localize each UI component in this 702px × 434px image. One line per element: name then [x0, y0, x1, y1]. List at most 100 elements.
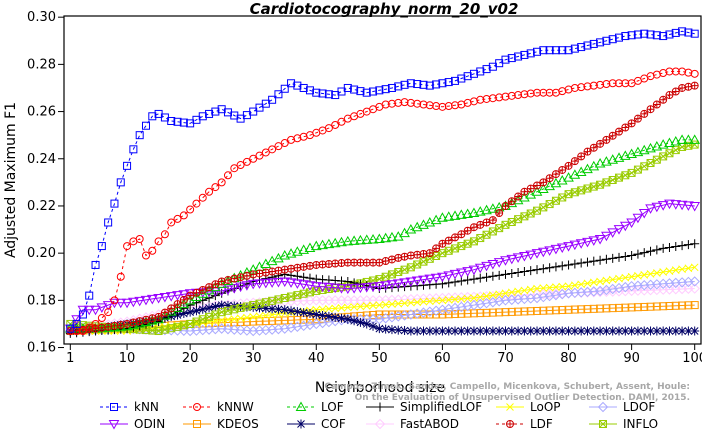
data-point	[349, 278, 359, 288]
data-point	[533, 47, 542, 56]
data-point	[413, 250, 422, 259]
data-point	[615, 79, 624, 88]
data-point	[684, 82, 693, 91]
data-point-box	[684, 141, 693, 150]
data-point-cross	[665, 91, 673, 99]
data-point	[407, 298, 415, 307]
data-point-cross	[546, 174, 554, 182]
data-point	[444, 296, 453, 304]
data-point	[613, 152, 625, 162]
data-point	[627, 251, 637, 261]
data-point	[638, 209, 650, 219]
data-point	[671, 301, 680, 310]
data-point-cross	[445, 237, 453, 245]
data-point	[425, 101, 434, 110]
data-point	[658, 326, 668, 336]
data-point	[583, 41, 592, 50]
data-point	[375, 301, 384, 309]
data-point	[545, 263, 555, 273]
data-point	[343, 276, 353, 286]
data-point	[172, 291, 183, 301]
data-point	[671, 266, 680, 274]
data-point	[678, 27, 687, 36]
data-point-box	[583, 184, 592, 193]
data-point	[570, 326, 580, 336]
data-point	[640, 302, 649, 311]
data-point	[167, 218, 176, 227]
data-point	[482, 292, 491, 300]
data-point	[148, 246, 157, 255]
data-point	[684, 264, 693, 273]
data-point	[134, 296, 146, 307]
data-point	[507, 91, 516, 100]
data-point	[588, 160, 600, 171]
data-point	[393, 325, 403, 335]
data-point	[526, 89, 535, 98]
data-point	[507, 54, 516, 63]
legend-item-loop: LoOP	[496, 400, 561, 414]
data-point-cross	[489, 216, 497, 224]
data-point	[597, 401, 609, 413]
data-point	[506, 420, 514, 428]
data-point	[343, 83, 352, 92]
data-point-box	[217, 308, 226, 317]
data-point-cross	[293, 264, 301, 272]
data-point	[437, 272, 448, 283]
data-point	[254, 261, 265, 271]
legend-label: kNNW	[217, 400, 254, 414]
data-point-cross	[501, 202, 509, 210]
data-point	[671, 87, 680, 96]
data-point	[564, 305, 573, 314]
data-point	[683, 240, 693, 250]
data-point	[594, 157, 606, 168]
data-point	[683, 201, 694, 211]
data-point-cross	[634, 115, 642, 123]
data-point	[254, 279, 265, 289]
data-point-cross	[577, 152, 585, 160]
data-point	[268, 316, 277, 325]
data-point	[437, 212, 448, 222]
data-point	[261, 148, 270, 157]
data-point-cross	[129, 319, 137, 327]
data-point-box	[261, 298, 270, 307]
data-point-box	[255, 299, 264, 308]
data-point	[217, 300, 227, 310]
data-point	[690, 263, 699, 272]
data-point	[558, 165, 567, 174]
data-point-cross	[438, 240, 446, 248]
data-point	[526, 266, 536, 276]
data-point	[66, 324, 75, 333]
data-point	[318, 305, 327, 314]
data-point-cross	[331, 260, 339, 268]
legend-item-simplifiedlof: SimplifiedLOF	[366, 400, 482, 414]
data-point	[267, 304, 277, 314]
data-point-cross	[476, 221, 484, 229]
data-point-box	[154, 327, 163, 336]
data-point-cross	[325, 260, 333, 268]
data-point	[204, 303, 214, 313]
data-point	[247, 279, 259, 290]
data-point	[154, 312, 163, 321]
data-point	[110, 403, 118, 411]
data-point	[514, 287, 522, 296]
data-point	[469, 274, 479, 284]
data-point	[602, 80, 611, 89]
y-tick-label: 0.22	[27, 199, 56, 214]
data-point-cross	[180, 296, 188, 304]
data-point-cross	[319, 260, 327, 268]
data-point	[443, 271, 455, 281]
data-point	[210, 301, 220, 311]
data-point-box	[577, 186, 586, 195]
data-point	[129, 145, 138, 154]
data-point	[507, 288, 516, 297]
data-point	[501, 55, 510, 64]
data-point	[583, 184, 592, 193]
data-point	[373, 233, 385, 243]
data-point	[677, 241, 687, 251]
data-point	[116, 272, 125, 281]
data-point	[337, 313, 347, 323]
x-tick-label: 90	[623, 351, 640, 366]
legend-label: COF	[321, 417, 346, 431]
data-point-cross	[539, 178, 547, 186]
data-point	[273, 277, 284, 288]
